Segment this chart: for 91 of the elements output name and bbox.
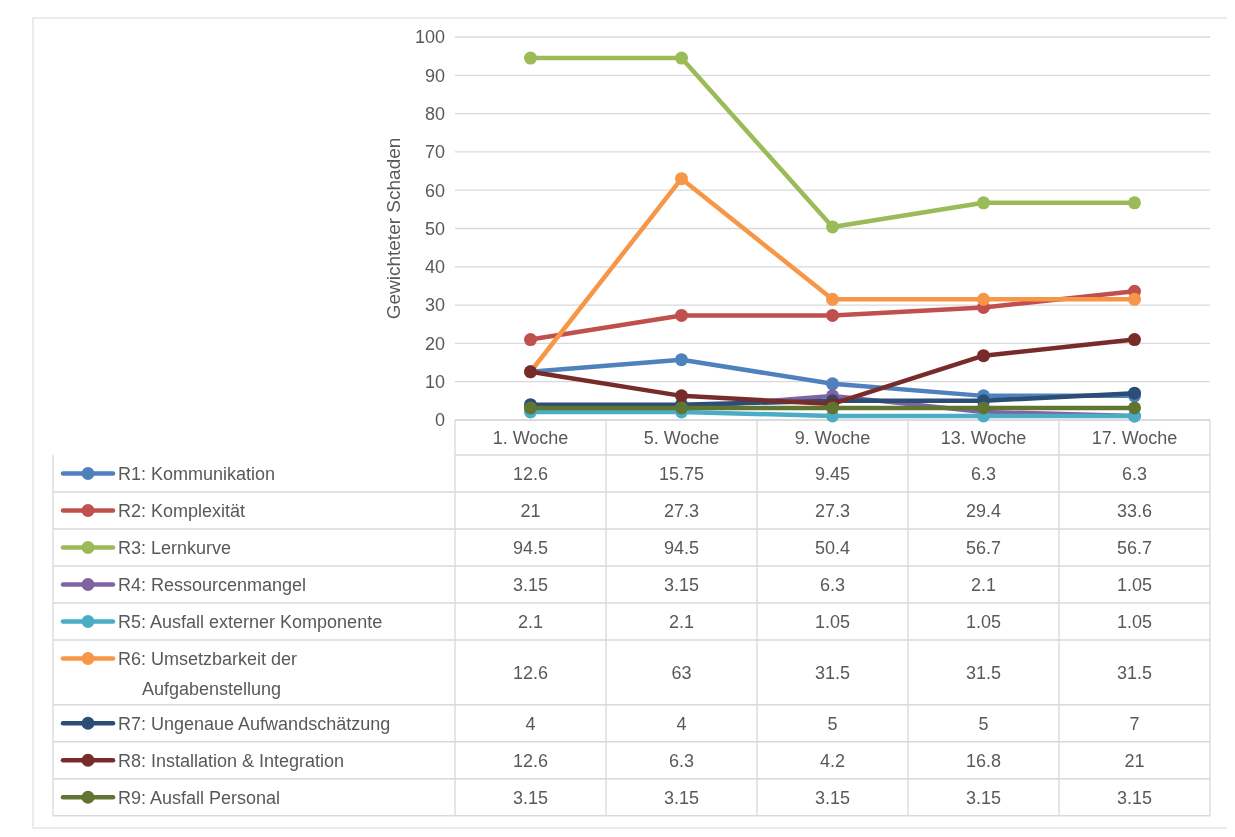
- point: [826, 292, 839, 306]
- data-label: 7: [1129, 713, 1140, 734]
- data-label: 12.6: [512, 750, 549, 771]
- point: [524, 51, 537, 65]
- point: [977, 292, 990, 306]
- legend-label: R3: Lernkurve: [118, 537, 232, 558]
- data-label: 15.75: [658, 463, 705, 484]
- y-tick-label: 70: [424, 142, 445, 163]
- y-tick-label: 30: [424, 295, 445, 316]
- data-label: 94.5: [512, 537, 549, 558]
- point: [977, 349, 990, 363]
- data-label: 3.15: [512, 787, 549, 808]
- legend-label: R6: Umsetzbarkeit der Aufgabenstellung: [118, 648, 298, 699]
- data-label: 3.15: [1116, 787, 1153, 808]
- data-label: 3.15: [663, 574, 700, 595]
- point: [675, 308, 688, 322]
- data-label: 31.5: [1116, 662, 1153, 683]
- data-label: 94.5: [663, 537, 700, 558]
- data-label: 16.8: [965, 750, 1002, 771]
- y-tick-label: 50: [424, 218, 445, 239]
- point: [675, 51, 688, 65]
- data-label: 2.1: [970, 574, 997, 595]
- y-tick-label: 100: [414, 27, 445, 48]
- data-label: 31.5: [814, 662, 851, 683]
- x-tick-label: 13. Woche: [940, 427, 1027, 448]
- point: [826, 401, 839, 415]
- data-label: 12.6: [512, 463, 549, 484]
- point: [675, 389, 688, 403]
- data-label: 5: [827, 713, 838, 734]
- point: [675, 353, 688, 367]
- data-label: 1.05: [1116, 611, 1153, 632]
- data-label: 1.05: [1116, 574, 1153, 595]
- legend-label: R2: Komplexität: [118, 500, 246, 521]
- data-label: 56.7: [965, 537, 1002, 558]
- legend-label: R4: Ressourcenmangel: [118, 574, 307, 595]
- point: [1128, 401, 1141, 415]
- data-label: 4: [676, 713, 687, 734]
- point: [826, 308, 839, 322]
- y-tick-label: 40: [424, 257, 445, 278]
- data-label: 3.15: [965, 787, 1002, 808]
- point: [524, 333, 537, 347]
- data-label: 31.5: [965, 662, 1002, 683]
- point: [1128, 333, 1141, 347]
- data-label: 63: [671, 662, 692, 683]
- y-axis-title: Gewichteter Schaden: [383, 137, 404, 320]
- y-tick-label: 90: [424, 65, 445, 86]
- y-tick-label: 20: [424, 333, 445, 354]
- x-tick-label: 17. Woche: [1091, 427, 1178, 448]
- legend-label: R1: Kommunikation: [118, 463, 276, 484]
- data-label: 6.3: [668, 750, 695, 771]
- data-label: 1.05: [965, 611, 1002, 632]
- data-label: 50.4: [814, 537, 851, 558]
- legend-label: R9: Ausfall Personal: [118, 787, 281, 808]
- data-label: 6.3: [1121, 463, 1148, 484]
- data-label: 29.4: [965, 500, 1002, 521]
- data-label: 33.6: [1116, 500, 1153, 521]
- point: [977, 401, 990, 415]
- y-tick-label: 60: [424, 180, 445, 201]
- data-label: 3.15: [663, 787, 700, 808]
- point: [1128, 196, 1141, 210]
- data-label: 9.45: [814, 463, 851, 484]
- x-tick-label: 5. Woche: [643, 427, 720, 448]
- data-label: 1.05: [814, 611, 851, 632]
- data-label: 5: [978, 713, 989, 734]
- data-label: 2.1: [668, 611, 695, 632]
- data-label: 27.3: [663, 500, 700, 521]
- data-label: 6.3: [970, 463, 997, 484]
- data-label: 6.3: [819, 574, 846, 595]
- point: [977, 196, 990, 210]
- point: [826, 377, 839, 391]
- data-label: 56.7: [1116, 537, 1153, 558]
- legend-label: R7: Ungenaue Aufwandschätzung: [118, 713, 391, 734]
- data-label: 4: [525, 713, 536, 734]
- data-label: 21: [1124, 750, 1145, 771]
- point: [1128, 292, 1141, 306]
- data-label: 3.15: [814, 787, 851, 808]
- x-tick-label: 1. Woche: [492, 427, 569, 448]
- data-label: 4.2: [819, 750, 846, 771]
- data-label: 3.15: [512, 574, 549, 595]
- y-tick-label: 80: [424, 103, 445, 124]
- x-tick-label: 9. Woche: [794, 427, 871, 448]
- data-label: 27.3: [814, 500, 851, 521]
- y-tick-label: 10: [424, 372, 445, 392]
- data-label: 12.6: [512, 662, 549, 683]
- point: [826, 220, 839, 234]
- point: [675, 172, 688, 186]
- legend-label: R5: Ausfall externer Komponente: [118, 611, 383, 632]
- data-label: 21: [520, 500, 541, 521]
- data-label: 2.1: [517, 611, 544, 632]
- legend-label: R8: Installation & Integration: [118, 750, 345, 771]
- y-tick-label: 0: [434, 410, 445, 431]
